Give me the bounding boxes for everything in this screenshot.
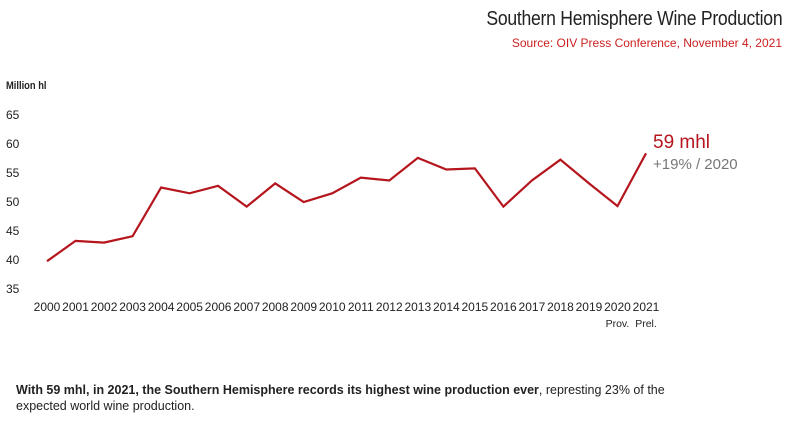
x-tick-label: 2010: [319, 300, 346, 314]
x-tick-sublabel: Prel.: [635, 318, 657, 330]
footnote-highlight: With 59 mhl, in 2021, the Southern Hemis…: [16, 383, 539, 397]
x-axis-ticks: 2000 2001 2002 2003 2004 2005 2006 2007 2008 2009…: [34, 300, 660, 330]
y-tick-label: 50: [6, 195, 20, 209]
y-tick-label: 35: [6, 282, 20, 296]
x-tick-label: 2015: [462, 300, 489, 314]
x-tick-label: 2003: [119, 300, 146, 314]
chart-title: Southern Hemisphere Wine Production: [486, 8, 782, 30]
x-tick-label: 2008: [262, 300, 289, 314]
x-tick-label: 2016: [490, 300, 517, 314]
y-axis-ticks: 35 40 45 50 55 60 65: [6, 108, 20, 296]
x-tick-label: 2020: [604, 300, 631, 314]
y-tick-label: 65: [6, 108, 20, 122]
y-tick-label: 55: [6, 166, 20, 180]
x-tick-label: 2006: [205, 300, 232, 314]
y-tick-label: 60: [6, 137, 20, 151]
y-axis-unit-label: Million hl: [6, 80, 47, 92]
x-tick-label: 2012: [376, 300, 403, 314]
x-tick-label: 2007: [233, 300, 260, 314]
x-tick-label: 2001: [62, 300, 89, 314]
x-tick-label: 2009: [290, 300, 317, 314]
x-tick-label: 2002: [91, 300, 118, 314]
y-tick-label: 45: [6, 224, 20, 238]
footnote: With 59 mhl, in 2021, the Southern Hemis…: [16, 382, 716, 414]
x-tick-label: 2018: [547, 300, 574, 314]
series-line: [46, 152, 647, 263]
annotation-change-label: +19% / 2020: [653, 156, 738, 173]
y-tick-label: 40: [6, 253, 20, 267]
x-tick-label: 2005: [176, 300, 203, 314]
x-tick-label: 2013: [404, 300, 431, 314]
x-tick-label: 2004: [148, 300, 175, 314]
x-tick-label: 2014: [433, 300, 460, 314]
x-tick-label: 2019: [576, 300, 603, 314]
x-tick-label: 2017: [519, 300, 546, 314]
chart-source: Source: OIV Press Conference, November 4…: [511, 36, 782, 50]
x-tick-label: 2021: [633, 300, 660, 314]
x-tick-label: 2011: [348, 300, 374, 314]
x-tick-label: 2000: [34, 300, 61, 314]
footnote-rest: , represting 23% of the expected world w…: [16, 383, 665, 413]
annotation-value-label: 59 mhl: [653, 132, 710, 153]
x-tick-sublabel: Prov.: [606, 318, 630, 330]
